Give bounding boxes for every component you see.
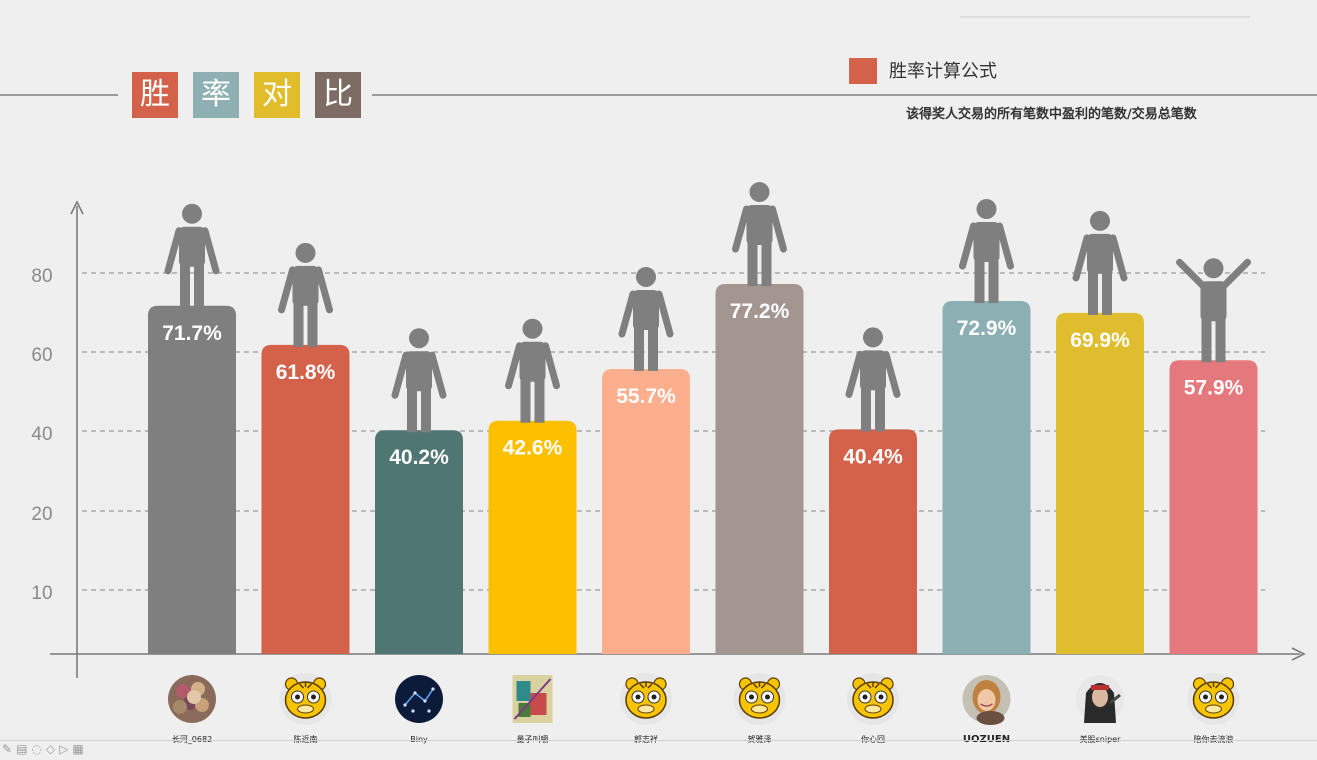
formula-text: 该得奖人交易的所有笔数中盈利的笔数/交易总笔数: [906, 107, 1197, 122]
value-label-4: 42.6%: [503, 437, 563, 460]
bar-1: [148, 305, 236, 654]
category-label-7: 你心回: [861, 734, 885, 744]
woman-photo-avatar-8: [962, 675, 1011, 725]
eraser-icon[interactable]: ◇: [45, 742, 60, 756]
value-label-3: 40.2%: [389, 446, 449, 469]
presentation-toolbar: ✎▤◌◇▷▦: [2, 742, 88, 756]
tiger-cartoon-avatar-2: [279, 673, 332, 725]
value-label-1: 71.7%: [162, 322, 222, 345]
category-label-4: 量子叫嚼: [517, 734, 549, 744]
tiger-cartoon-avatar-5: [620, 673, 672, 725]
x-axis-arrow: [1291, 647, 1306, 661]
person-figure-icon-3: [391, 328, 447, 433]
galaxy-avatar-3: [395, 675, 443, 723]
category-label-3: Biny: [410, 735, 428, 744]
bar-2: [261, 344, 350, 654]
person-figure-icon-4: [505, 318, 560, 423]
tiger-cartoon-avatar-7: [847, 673, 899, 725]
bar-10: [1169, 360, 1258, 654]
category-label-1: 长河_0682: [172, 734, 212, 744]
legend-label: 胜率计算公式: [889, 61, 997, 82]
bar-6: [715, 284, 804, 654]
y-tick-10: 10: [31, 583, 52, 604]
title-char-3: 对: [254, 72, 300, 118]
hooded-man-avatar-9: [1076, 675, 1124, 723]
person-figure-icon-9: [1072, 210, 1128, 315]
category-label-9: 美股sniper: [1080, 734, 1121, 744]
value-label-5: 55.7%: [616, 385, 676, 408]
y-axis-arrow: [70, 200, 84, 215]
category-label-10: 陪你去流浪: [1194, 734, 1234, 744]
category-label-2: 陈近南: [294, 734, 318, 744]
person-figure-icon-8: [959, 199, 1014, 304]
title-char-2: 率: [193, 72, 239, 118]
bottom-rule: [0, 740, 1317, 741]
bar-5: [602, 368, 690, 654]
person-figure-icon-6: [732, 182, 787, 287]
y-tick-20: 20: [31, 504, 52, 525]
bar-7: [829, 429, 917, 654]
painting-avatar-4: [512, 675, 553, 723]
category-label-6: 贺雅泽: [748, 734, 772, 744]
bar-9: [1056, 312, 1144, 654]
title-rule-left: [0, 94, 118, 96]
value-label-6: 77.2%: [730, 300, 790, 323]
value-label-8: 72.9%: [957, 317, 1017, 340]
tiger-cartoon-avatar-10: [1187, 673, 1240, 725]
comment-icon[interactable]: ◌: [31, 742, 46, 756]
value-label-7: 40.4%: [843, 445, 903, 468]
y-tick-40: 40: [31, 424, 52, 445]
person-figure-icon-1: [164, 203, 220, 308]
y-tick-60: 60: [31, 345, 52, 366]
value-label-9: 69.9%: [1070, 329, 1130, 352]
pointer-icon[interactable]: ▷: [59, 742, 73, 756]
category-label-5: 郭志祥: [634, 734, 658, 744]
bar-3: [375, 430, 463, 654]
person-figure-icon-10: [1176, 258, 1251, 363]
person-figure-icon-7: [845, 327, 901, 432]
person-figure-icon-2: [278, 242, 333, 347]
screen-icon[interactable]: ▦: [72, 742, 88, 756]
food-photo-avatar-1: [168, 675, 216, 723]
bar-8: [942, 301, 1031, 654]
y-tick-80: 80: [31, 266, 52, 287]
title-rule-right: [372, 94, 1317, 96]
slide-icon[interactable]: ▤: [16, 742, 32, 756]
value-label-10: 57.9%: [1184, 376, 1244, 399]
title-char-4: 比: [315, 72, 361, 118]
title-char-1: 胜: [132, 72, 178, 118]
bar-4: [488, 420, 577, 654]
pen-icon[interactable]: ✎: [2, 742, 17, 756]
value-label-2: 61.8%: [276, 361, 336, 384]
tiger-cartoon-avatar-6: [733, 673, 786, 725]
top-decor-line: [960, 16, 1250, 18]
legend-swatch: [849, 58, 877, 84]
category-label-8: UOZUEN: [963, 734, 1010, 745]
person-figure-icon-5: [618, 266, 674, 371]
